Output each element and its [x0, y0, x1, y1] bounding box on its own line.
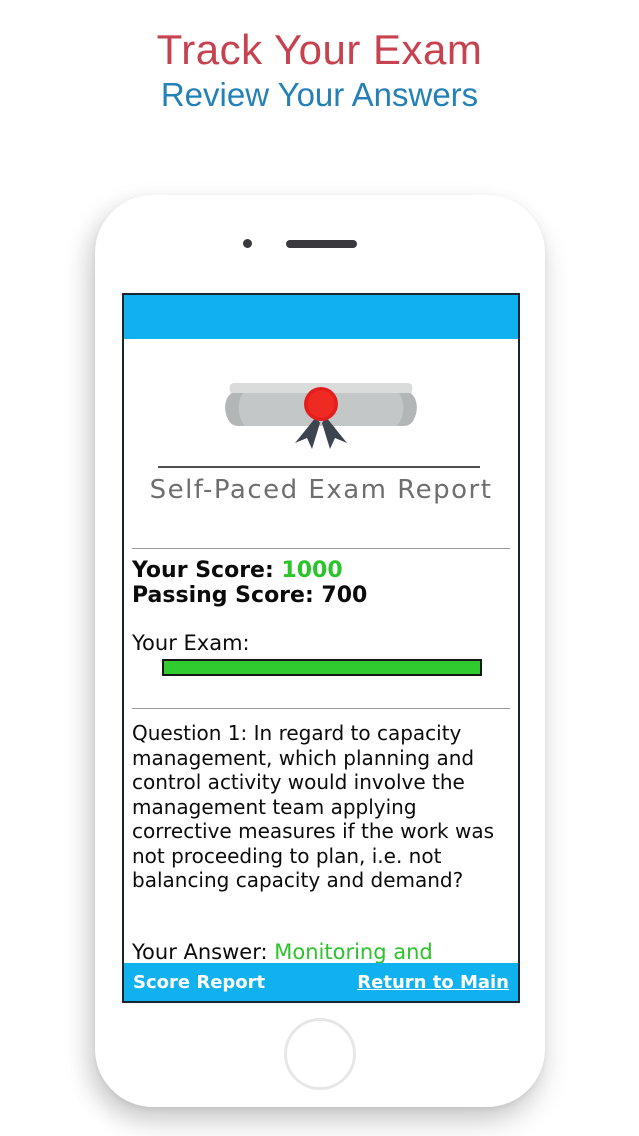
app-footer-bar: Score Report Return to Main [124, 963, 518, 1001]
report-title: Self-Paced Exam Report [149, 475, 493, 505]
return-to-main-link[interactable]: Return to Main [357, 971, 509, 993]
passing-score-label: Passing Score: [132, 583, 314, 608]
phone-frame: Self-Paced Exam Report Your Score: 1000 … [95, 195, 545, 1107]
section-divider [132, 548, 510, 549]
score-summary: Your Score: 1000 Passing Score: 700 [132, 558, 512, 608]
app-header-bar [124, 295, 518, 339]
passing-score-value: 700 [321, 583, 368, 608]
your-score-value: 1000 [281, 558, 343, 583]
front-camera-icon [243, 239, 252, 248]
your-score-row: Your Score: 1000 [132, 558, 512, 583]
certificate-scroll-icon [124, 379, 518, 455]
home-button[interactable] [284, 1018, 356, 1090]
app-screen: Self-Paced Exam Report Your Score: 1000 … [122, 293, 520, 1003]
report-title-divider [158, 466, 480, 468]
page-title: Track Your Exam [156, 26, 483, 73]
your-answer-label: Your Answer: [132, 940, 268, 964]
your-exam-label: Your Exam: [132, 631, 250, 655]
question-text: Question 1: In regard to capacity manage… [132, 721, 495, 892]
your-answer-row: Your Answer: Monitoring and [132, 940, 518, 964]
score-report-button[interactable]: Score Report [133, 971, 266, 993]
exam-progress-bar [162, 659, 482, 676]
section-divider [132, 708, 510, 709]
your-answer-value: Monitoring and [274, 940, 433, 964]
your-score-label: Your Score: [132, 558, 274, 583]
page-subtitle: Review Your Answers [160, 76, 479, 113]
passing-score-row: Passing Score: 700 [132, 583, 512, 608]
earpiece-speaker-icon [286, 240, 357, 248]
